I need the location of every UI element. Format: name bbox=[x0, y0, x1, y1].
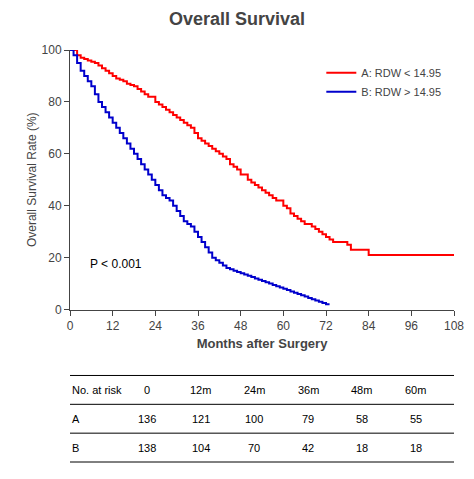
svg-text:121: 121 bbox=[192, 413, 210, 425]
svg-text:100: 100 bbox=[42, 43, 62, 57]
svg-text:104: 104 bbox=[192, 442, 210, 454]
svg-text:A: RDW < 14.95: A: RDW < 14.95 bbox=[361, 67, 441, 79]
svg-text:42: 42 bbox=[302, 442, 314, 454]
svg-text:12m: 12m bbox=[190, 384, 211, 396]
svg-text:60m: 60m bbox=[405, 384, 426, 396]
svg-text:100: 100 bbox=[245, 413, 263, 425]
svg-text:Months after Surgery: Months after Surgery bbox=[197, 336, 329, 351]
svg-text:18: 18 bbox=[356, 442, 368, 454]
svg-text:70: 70 bbox=[248, 442, 260, 454]
svg-text:B: B bbox=[72, 442, 79, 454]
svg-text:Overall Survival: Overall Survival bbox=[169, 9, 305, 29]
svg-text:60: 60 bbox=[277, 319, 291, 333]
svg-text:12: 12 bbox=[106, 319, 120, 333]
svg-text:B: RDW > 14.95: B: RDW > 14.95 bbox=[361, 86, 441, 98]
svg-text:136: 136 bbox=[138, 413, 156, 425]
svg-text:48: 48 bbox=[234, 319, 248, 333]
svg-text:58: 58 bbox=[356, 413, 368, 425]
svg-text:138: 138 bbox=[138, 442, 156, 454]
svg-text:20: 20 bbox=[48, 251, 62, 265]
svg-text:Overall Survival Rate (%): Overall Survival Rate (%) bbox=[25, 112, 39, 247]
svg-text:36: 36 bbox=[191, 319, 205, 333]
svg-text:55: 55 bbox=[410, 413, 422, 425]
svg-text:18: 18 bbox=[410, 442, 422, 454]
svg-text:A: A bbox=[72, 413, 80, 425]
svg-text:36m: 36m bbox=[298, 384, 319, 396]
svg-text:80: 80 bbox=[48, 95, 62, 109]
svg-text:96: 96 bbox=[405, 319, 419, 333]
svg-text:24m: 24m bbox=[244, 384, 265, 396]
svg-text:79: 79 bbox=[302, 413, 314, 425]
svg-text:84: 84 bbox=[362, 319, 376, 333]
svg-text:No. at risk: No. at risk bbox=[72, 384, 122, 396]
svg-text:60: 60 bbox=[48, 147, 62, 161]
svg-text:0: 0 bbox=[144, 384, 150, 396]
svg-text:24: 24 bbox=[149, 319, 163, 333]
svg-text:0: 0 bbox=[67, 319, 74, 333]
svg-text:48m: 48m bbox=[351, 384, 372, 396]
svg-text:P < 0.001: P < 0.001 bbox=[90, 257, 142, 271]
svg-text:108: 108 bbox=[444, 319, 464, 333]
svg-text:72: 72 bbox=[319, 319, 333, 333]
svg-text:0: 0 bbox=[55, 303, 62, 317]
svg-text:40: 40 bbox=[48, 199, 62, 213]
